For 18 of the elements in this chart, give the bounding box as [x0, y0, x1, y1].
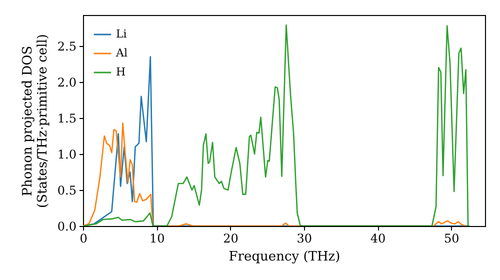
line-series — [83, 24, 469, 226]
y-tick-label: 1.0 — [57, 147, 76, 162]
legend-label: Al — [115, 46, 128, 60]
x-tick-label: 50 — [444, 232, 460, 246]
x-tick-label: 20 — [223, 232, 238, 246]
x-tick-label: 30 — [296, 232, 312, 246]
x-tick-label: 40 — [370, 232, 386, 246]
legend-label: H — [116, 66, 126, 78]
y-axis-title: Phonon projected DOS (States/THz·primitive cell) — [20, 34, 50, 208]
legend-label: Li — [116, 28, 128, 40]
y-tick-label: 2.0 — [57, 75, 76, 90]
x-axis-title: Frequency (THz) — [228, 250, 340, 264]
y-tick-label: 1.5 — [57, 111, 76, 126]
y-tick-label: 0.5 — [57, 183, 76, 198]
x-tick-label: 10 — [149, 232, 165, 246]
x-tick-label: 0 — [80, 232, 88, 246]
y-tick-label: 2.5 — [57, 39, 76, 54]
y-tick-label: 0.0 — [57, 220, 76, 234]
